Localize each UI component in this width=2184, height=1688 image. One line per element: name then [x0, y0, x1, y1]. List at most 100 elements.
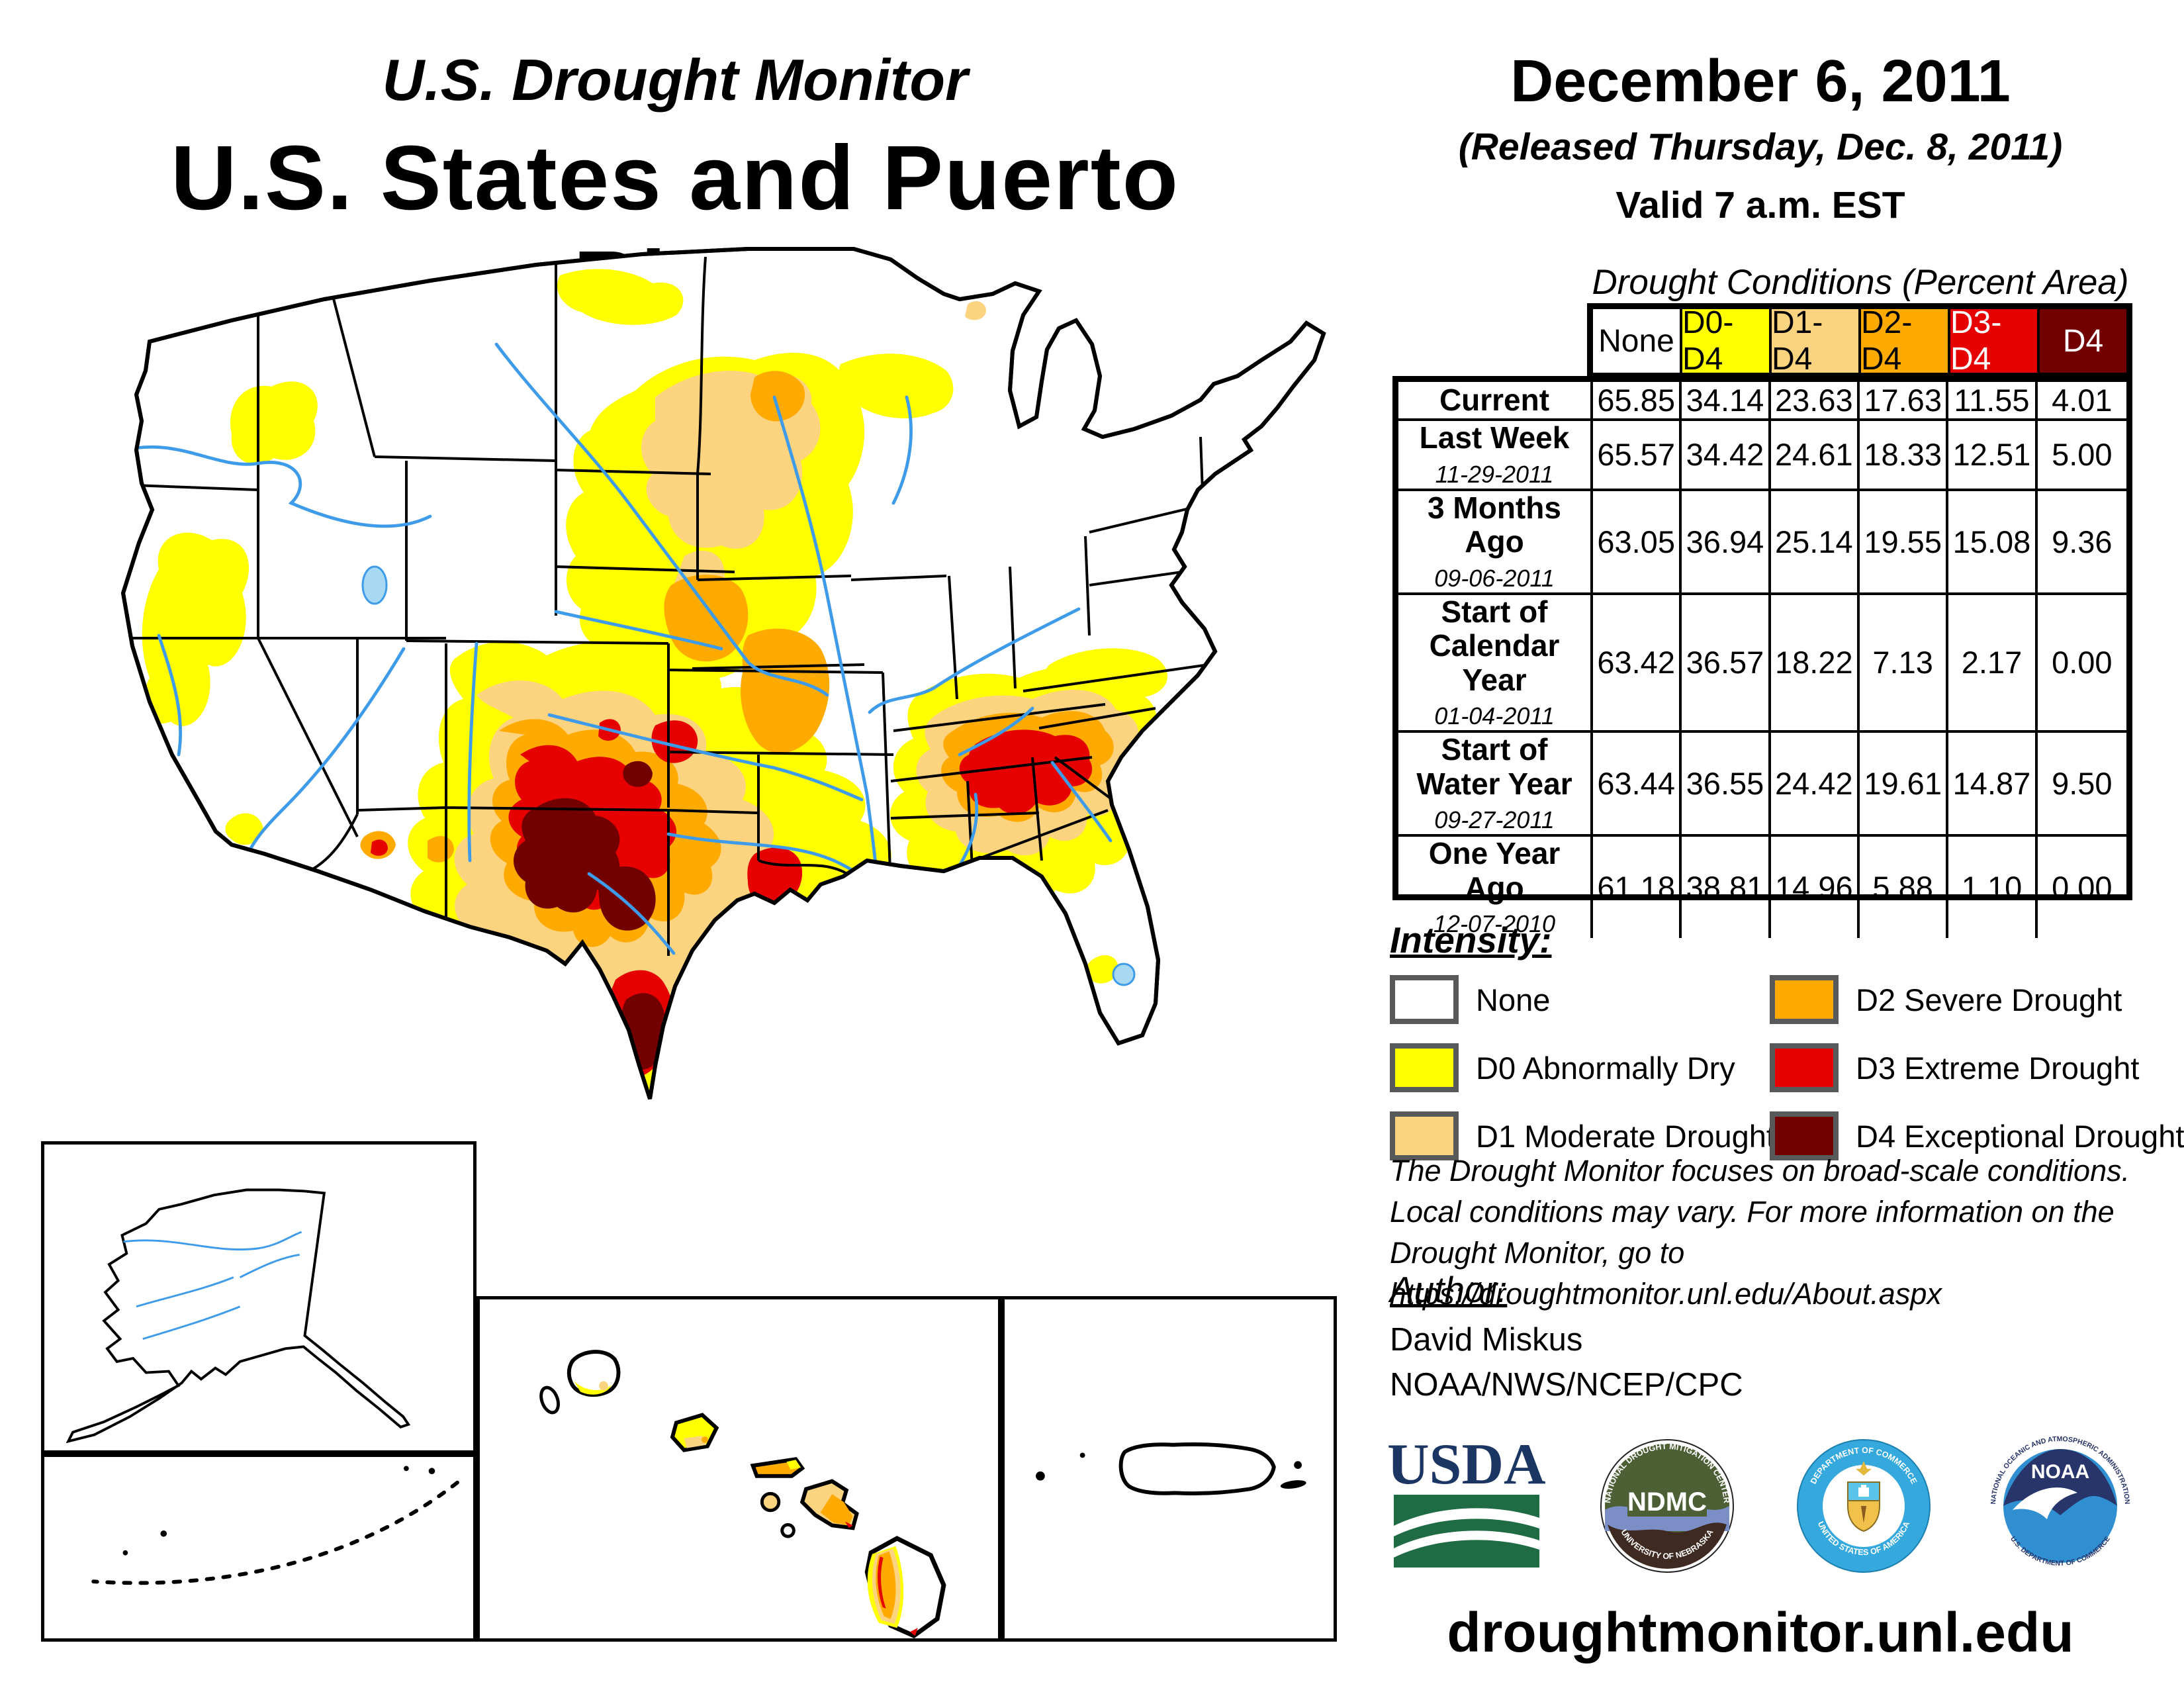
- great-salt-lake: [361, 565, 388, 605]
- puerto-rico-inset: [1001, 1296, 1337, 1642]
- table-value: 19.61: [1859, 733, 1949, 837]
- title-block: U.S. Drought Monitor U.S. States and Pue…: [79, 46, 1271, 336]
- author-title: Author:: [1390, 1269, 1508, 1310]
- lake-okeechobee: [1112, 962, 1136, 986]
- legend-item-d0: D0 Abnormally Dry: [1390, 1043, 1735, 1092]
- table-value: 11.55: [1948, 382, 2038, 421]
- d3-swatch: [1770, 1043, 1839, 1092]
- legend-item-none: None: [1390, 975, 1550, 1024]
- lanai: [760, 1491, 781, 1513]
- table-value: 15.08: [1948, 491, 2038, 595]
- table-value: 4.01: [2037, 382, 2126, 421]
- usda-logo: USDA: [1387, 1432, 1546, 1573]
- culebra: [1294, 1461, 1302, 1469]
- table-value: 9.50: [2037, 733, 2126, 837]
- aleutian-islands: [91, 1480, 459, 1585]
- table-value: 36.57: [1682, 594, 1771, 733]
- commerce-seal-logo: DEPARTMENT OF COMMERCE UNITED STATES OF …: [1797, 1439, 1931, 1573]
- conus-drought-map: [120, 247, 1326, 1100]
- table-value: 5.00: [2037, 421, 2126, 491]
- kauai: [567, 1350, 621, 1397]
- table-value: 19.55: [1859, 491, 1949, 595]
- col-header-d2d4: D2-D4: [1861, 305, 1950, 377]
- table-value: 34.14: [1682, 382, 1771, 421]
- mona: [1036, 1471, 1045, 1481]
- kahoolawe: [780, 1523, 796, 1538]
- disclaimer-text: The Drought Monitor focuses on broad-sca…: [1390, 1154, 2130, 1311]
- date-block: December 6, 2011 (Released Thursday, Dec…: [1387, 48, 2134, 227]
- table-value: 17.63: [1859, 382, 1949, 421]
- noaa-wordmark: NOAA: [2031, 1461, 2089, 1483]
- table-value: 5.88: [1860, 837, 1949, 939]
- drought-table: Current 65.85 34.14 23.63 17.63 11.55 4.…: [1392, 376, 2132, 939]
- d2-swatch: [1770, 975, 1839, 1024]
- author-org: NOAA/NWS/NCEP/CPC: [1390, 1367, 1743, 1403]
- molokai: [750, 1457, 805, 1478]
- row-label-cell: Last Week 11-29-2011: [1398, 420, 1593, 491]
- legend-item-d1: D1 Moderate Drought: [1390, 1111, 1775, 1160]
- usda-swoosh-icon: [1393, 1494, 1539, 1568]
- table-title: Drought Conditions (Percent Area): [1592, 263, 2129, 302]
- table-value: 18.33: [1859, 421, 1949, 491]
- row-label-cell: 3 Months Ago 09-06-2011: [1398, 491, 1593, 595]
- hawaii-inset: [477, 1296, 1001, 1642]
- aleutians-inset: [41, 1454, 477, 1642]
- d1-swatch: [1390, 1111, 1459, 1160]
- table-value: 38.81: [1682, 837, 1771, 939]
- noaa-logo: NOAA NATIONAL OCEANIC AND ATMOSPHERIC AD…: [1989, 1435, 2131, 1568]
- ndmc-wordmark: NDMC: [1627, 1487, 1707, 1517]
- table-value: 65.85: [1593, 382, 1682, 421]
- table-value: 61.18: [1593, 837, 1682, 939]
- table-value: 1.10: [1948, 837, 2038, 939]
- alaska-outline: [66, 1188, 411, 1444]
- legend-item-d3: D3 Extreme Drought: [1770, 1043, 2139, 1092]
- rivers: [124, 342, 1113, 955]
- released-date: (Released Thursday, Dec. 8, 2011): [1458, 126, 2063, 168]
- maui: [799, 1479, 859, 1530]
- none-swatch: [1390, 975, 1459, 1024]
- valid-time: Valid 7 a.m. EST: [1615, 184, 1905, 226]
- page-title: U.S. States and Puerto Rico: [171, 127, 1179, 334]
- d0-swatch: [1390, 1043, 1459, 1092]
- drought-layers: [123, 256, 1209, 1099]
- col-header-d1d4: D1-D4: [1772, 305, 1861, 377]
- table-value: 63.42: [1593, 594, 1682, 733]
- table-value: 63.44: [1593, 733, 1682, 837]
- footer-url: droughtmonitor.unl.edu: [1447, 1601, 2074, 1664]
- row-label-cell: Start of Calendar Year 01-04-2011: [1398, 594, 1593, 733]
- table-value: 63.05: [1593, 491, 1682, 595]
- table-value: 9.36: [2037, 491, 2126, 595]
- niihau: [539, 1385, 560, 1415]
- legend-item-d2: D2 Severe Drought: [1770, 975, 2122, 1024]
- table-value: 0.00: [2052, 870, 2113, 906]
- col-header-d3d4: D3-D4: [1950, 305, 2040, 377]
- col-header-none: None: [1593, 309, 1682, 373]
- row-label-cell: Start of Water Year 09-27-2011: [1398, 732, 1593, 837]
- usda-wordmark: USDA: [1387, 1432, 1546, 1497]
- vieques: [1280, 1480, 1306, 1489]
- col-header-d4: D4: [2040, 309, 2126, 373]
- puerto-rico-outline: [1118, 1442, 1276, 1495]
- page-subtitle: U.S. Drought Monitor: [382, 47, 968, 113]
- table-value: 0.00: [2037, 595, 2126, 733]
- table-value: 14.87: [1948, 733, 2038, 837]
- table-value: 24.61: [1770, 421, 1860, 491]
- col-header-d0d4: D0-D4: [1682, 305, 1772, 377]
- table-value: 65.57: [1593, 421, 1682, 491]
- map-date: December 6, 2011: [1510, 48, 2011, 115]
- table-value: 25.14: [1770, 491, 1860, 595]
- ndmc-logo: NDMC NATIONAL DROUGHT MITIGATION CENTER …: [1600, 1439, 1735, 1573]
- table-value: 18.22: [1770, 594, 1860, 733]
- big-island: [864, 1536, 946, 1639]
- table-header-row: None D0-D4 D1-D4 D2-D4 D3-D4 D4: [1587, 303, 2132, 379]
- table-value: 36.55: [1682, 733, 1771, 837]
- row-label-cell: Current: [1398, 382, 1593, 421]
- table-value: 14.96: [1771, 837, 1860, 939]
- alaska-rivers: [123, 1231, 302, 1340]
- logo-row: USDA NDMC NATIONAL DROUGHT MITIGATION CE…: [1387, 1429, 2135, 1584]
- table-value: 2.17: [1948, 594, 2038, 733]
- table-value: 34.42: [1682, 421, 1771, 491]
- row-label-cell: One Year Ago 12-07-2010: [1398, 836, 1593, 939]
- legend-item-d4: D4 Exceptional Drought: [1770, 1111, 2184, 1160]
